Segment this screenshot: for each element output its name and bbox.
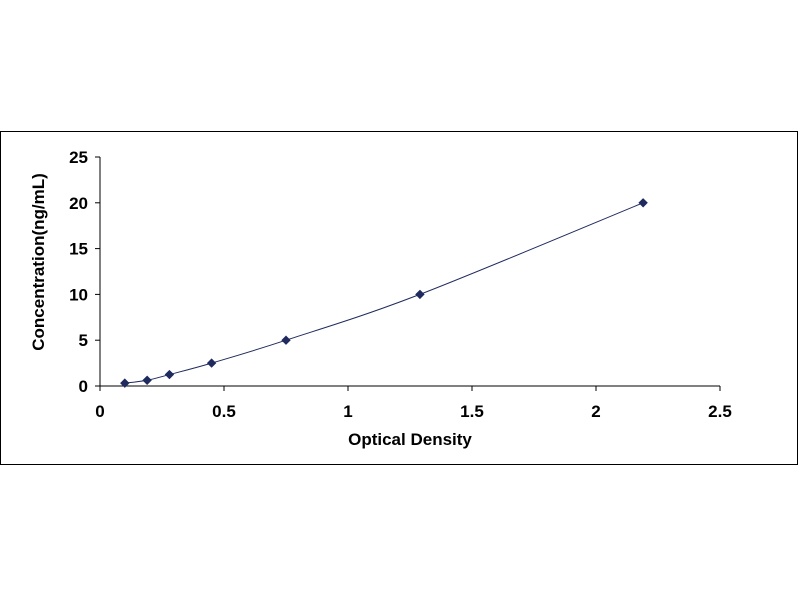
y-tick-label: 20 — [69, 194, 88, 213]
y-tick-label: 15 — [69, 240, 88, 259]
x-axis-title: Optical Density — [348, 430, 472, 449]
data-point-marker — [120, 378, 130, 388]
data-point-marker — [638, 198, 648, 208]
axes — [99, 157, 720, 387]
x-tick-label: 0 — [95, 402, 104, 421]
y-ticks: 0 5 10 15 20 25 — [69, 148, 100, 396]
y-tick-label: 0 — [79, 377, 88, 396]
x-ticks: 0 0.5 1 1.5 2 2.5 — [95, 386, 732, 421]
x-tick-label: 1.5 — [460, 402, 484, 421]
data-point-marker — [142, 375, 152, 385]
y-tick-label: 25 — [69, 148, 88, 167]
x-tick-label: 2.5 — [708, 402, 732, 421]
data-point-marker — [164, 369, 175, 380]
y-tick-label: 10 — [69, 285, 88, 304]
data-point-marker — [206, 358, 217, 368]
x-tick-label: 2 — [591, 402, 600, 421]
fit-curve — [124, 202, 644, 384]
x-tick-label: 1 — [343, 402, 352, 421]
data-point-marker — [415, 289, 425, 300]
y-axis-title: Concentration(ng/mL) — [29, 173, 48, 351]
data-point-marker — [281, 335, 291, 345]
y-tick-label: 5 — [79, 331, 88, 350]
chart-frame — [0, 131, 798, 465]
data-points — [120, 198, 648, 388]
x-tick-label: 0.5 — [212, 402, 236, 421]
